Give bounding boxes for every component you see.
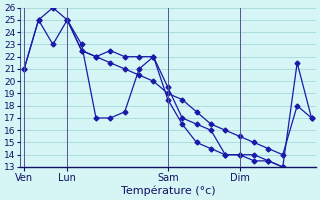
X-axis label: Température (°c): Température (°c) xyxy=(121,185,215,196)
